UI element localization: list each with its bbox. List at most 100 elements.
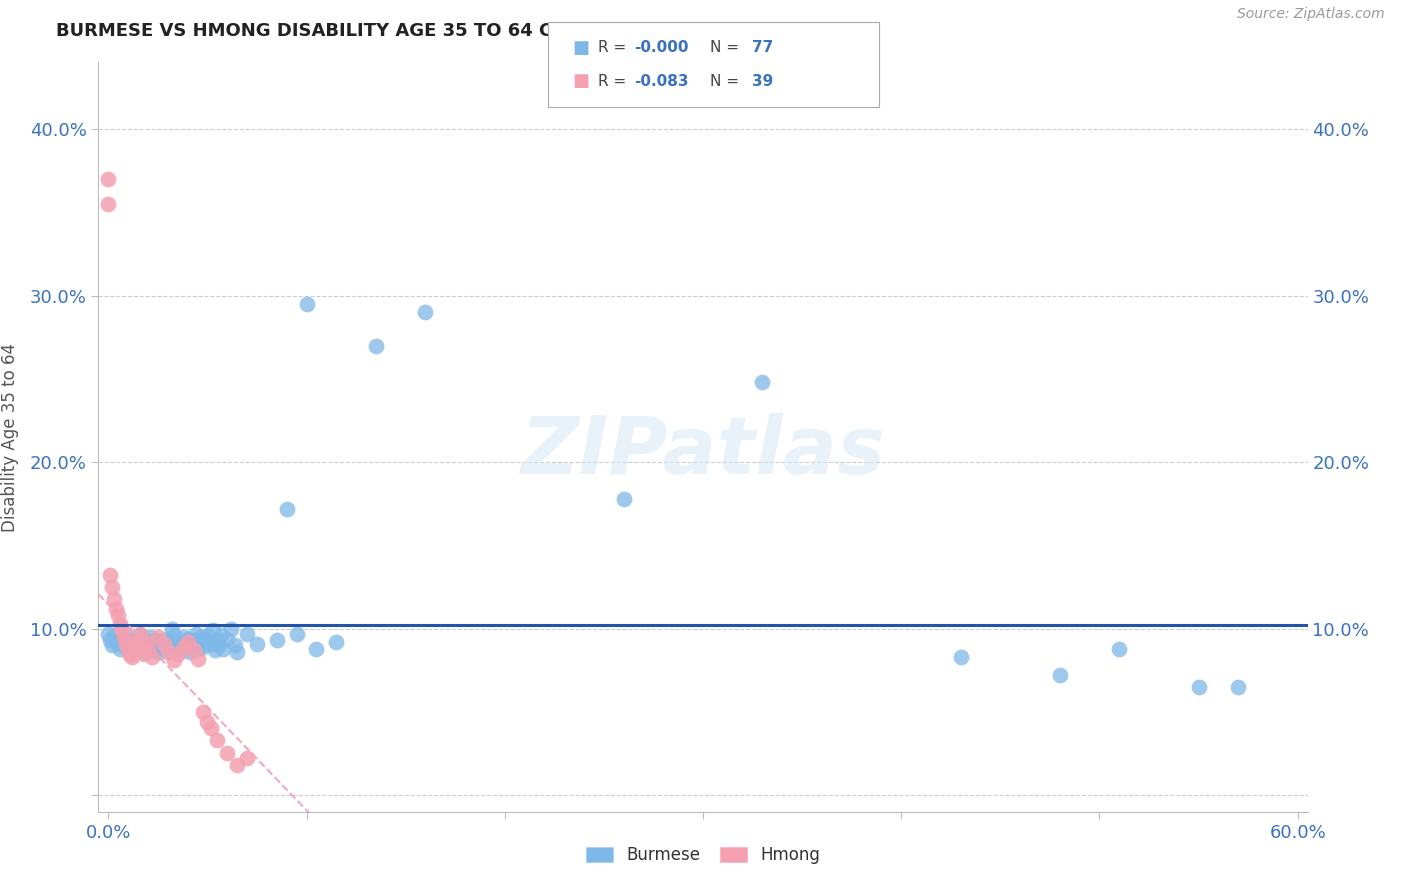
Point xyxy=(1187,680,1209,694)
Point xyxy=(111,624,134,638)
Point xyxy=(122,633,145,648)
Text: N =: N = xyxy=(710,40,744,55)
Point xyxy=(166,647,188,661)
Point xyxy=(121,649,143,664)
Text: R =: R = xyxy=(598,40,631,55)
Point xyxy=(97,172,120,186)
Point xyxy=(105,601,128,615)
Point xyxy=(120,636,142,650)
Point xyxy=(1049,668,1071,682)
Point xyxy=(160,622,183,636)
Point xyxy=(236,751,259,765)
Point xyxy=(200,722,222,736)
Point xyxy=(110,616,132,631)
Point xyxy=(156,645,179,659)
Point xyxy=(166,635,188,649)
Point xyxy=(107,608,129,623)
Point xyxy=(120,648,142,663)
Point xyxy=(135,635,157,649)
Point xyxy=(236,626,259,640)
Point xyxy=(141,649,163,664)
Point xyxy=(165,641,187,656)
Point xyxy=(202,624,225,638)
Point xyxy=(127,635,149,649)
Text: ■: ■ xyxy=(572,39,589,57)
Point xyxy=(285,626,308,640)
Point xyxy=(98,568,121,582)
Point xyxy=(112,630,135,644)
Point xyxy=(173,630,195,644)
Point xyxy=(117,641,139,656)
Point xyxy=(112,635,135,649)
Point xyxy=(200,636,222,650)
Point xyxy=(751,375,773,389)
Point xyxy=(246,636,269,650)
Point xyxy=(169,643,191,657)
Text: R =: R = xyxy=(598,74,631,89)
Point xyxy=(145,633,167,648)
Point xyxy=(193,705,215,719)
Point xyxy=(142,643,165,657)
Point xyxy=(197,628,219,642)
Point xyxy=(217,747,239,761)
Point xyxy=(98,633,121,648)
Point xyxy=(136,641,159,656)
Point xyxy=(1108,641,1130,656)
Point xyxy=(132,645,155,659)
Point xyxy=(111,632,134,646)
Point xyxy=(204,643,226,657)
Point xyxy=(208,638,231,652)
Point xyxy=(163,628,186,642)
Point xyxy=(1227,680,1250,694)
Text: ZIPatlas: ZIPatlas xyxy=(520,413,886,491)
Point xyxy=(146,630,169,644)
Point xyxy=(103,628,125,642)
Point xyxy=(415,305,437,319)
Point xyxy=(174,640,197,654)
Point xyxy=(103,591,125,606)
Text: ■: ■ xyxy=(572,72,589,90)
Text: 39: 39 xyxy=(752,74,773,89)
Point xyxy=(188,635,211,649)
Point xyxy=(149,645,172,659)
Point xyxy=(183,643,205,657)
Point xyxy=(305,641,328,656)
Point xyxy=(190,630,212,644)
Text: N =: N = xyxy=(710,74,744,89)
Point xyxy=(226,645,249,659)
Point xyxy=(121,641,143,656)
Point xyxy=(184,626,207,640)
Point xyxy=(266,633,288,648)
Point xyxy=(156,638,179,652)
Point xyxy=(170,636,193,650)
Text: 77: 77 xyxy=(752,40,773,55)
Point xyxy=(131,640,153,654)
Point xyxy=(150,635,173,649)
Point xyxy=(125,643,148,657)
Point xyxy=(135,633,157,648)
Point xyxy=(224,638,246,652)
Point xyxy=(101,580,124,594)
Point xyxy=(325,635,347,649)
Text: -0.000: -0.000 xyxy=(634,40,689,55)
Point xyxy=(139,630,162,644)
Point xyxy=(207,633,229,648)
Text: Source: ZipAtlas.com: Source: ZipAtlas.com xyxy=(1237,7,1385,21)
Point xyxy=(212,641,235,656)
Point xyxy=(125,636,148,650)
Point xyxy=(127,633,149,648)
Point xyxy=(117,630,139,644)
Point xyxy=(207,733,229,747)
Point xyxy=(115,636,138,650)
Point xyxy=(226,758,249,772)
Point xyxy=(153,636,176,650)
Legend: Burmese, Hmong: Burmese, Hmong xyxy=(579,839,827,871)
Point xyxy=(141,636,163,650)
Point xyxy=(176,632,198,646)
Text: -0.083: -0.083 xyxy=(634,74,689,89)
Point xyxy=(110,641,132,656)
Point xyxy=(364,338,387,352)
Point xyxy=(219,622,242,636)
Point xyxy=(613,491,636,506)
Point xyxy=(194,633,217,648)
